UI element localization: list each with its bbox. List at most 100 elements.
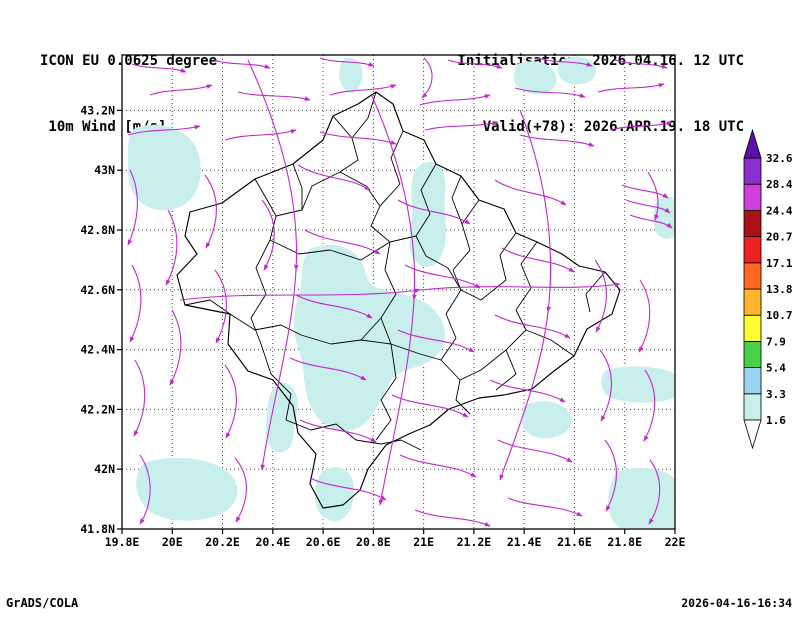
lat-tick-label: 42.6N: [80, 283, 115, 297]
municipality-border: [379, 130, 404, 207]
plot-frame: [121, 54, 676, 530]
colorbar-segment: [743, 209, 762, 237]
shaded-region: [601, 366, 674, 403]
colorbar-label: 24.4: [766, 204, 793, 217]
wind-streamline: [261, 199, 275, 271]
colorbar-label: 7.9: [766, 335, 786, 348]
wind-streamline: [625, 199, 671, 214]
wind-vectors: [127, 57, 673, 527]
wind-streamline: [629, 214, 673, 229]
wind-streamline: [304, 229, 381, 255]
lat-tick-label: 42.8N: [80, 223, 115, 237]
municipality-border: [452, 199, 480, 291]
shaded-region: [294, 244, 445, 431]
wind-streamline: [494, 314, 571, 339]
colorbar-label: 20.7: [766, 231, 793, 244]
wind-streamline: [319, 57, 375, 67]
lon-tick-label: 21.4E: [507, 535, 542, 549]
shaded-region: [522, 401, 572, 439]
municipality-border: [339, 171, 391, 243]
wind-streamline: [609, 121, 673, 131]
lat-tick-label: 42N: [94, 462, 115, 476]
wind-streamline: [507, 497, 583, 517]
wind-streamline: [604, 439, 617, 512]
wind-streamline: [129, 264, 142, 343]
colorbar-segment: [743, 183, 762, 211]
wind-streamline: [371, 95, 417, 506]
wind-streamline: [494, 179, 567, 206]
lat-tick-label: 42.2N: [80, 402, 115, 416]
wind-streamline: [404, 264, 481, 289]
colorbar-label: 32.6: [766, 152, 793, 165]
wind-streamline: [309, 477, 387, 501]
creation-timestamp: 2026-04-16-16:34: [681, 596, 792, 610]
wind-streamline: [237, 91, 311, 101]
wind-streamline: [489, 379, 566, 403]
wind-streamline: [149, 84, 213, 96]
colorbar-bottom-triangle: [743, 419, 762, 450]
wind-streamline: [424, 121, 499, 131]
axis-labels: 19.8E 20E 20.2E 20.4E 20.6E 20.8E 21E 21.2E 21.4…: [80, 103, 685, 549]
grads-credit: GrADS/COLA: [6, 596, 79, 610]
lon-tick-label: 20.6E: [306, 535, 341, 549]
municipality-border: [525, 329, 575, 357]
wind-streamline: [133, 359, 146, 437]
municipality-border: [269, 239, 391, 261]
wind-streamline: [643, 369, 656, 442]
wind-streamline: [397, 329, 475, 353]
lon-tick-label: 22E: [665, 535, 686, 549]
colorbar-label: 10.7: [766, 309, 793, 322]
wind-streamline: [169, 309, 182, 386]
wind-streamline: [537, 57, 593, 67]
colorbar-label: 1.6: [766, 414, 786, 427]
wind-streamline: [514, 87, 586, 98]
wind-streamline: [131, 63, 187, 73]
lat-tick-label: 41.8N: [80, 522, 115, 536]
wind-streamline: [127, 169, 138, 246]
wind-streamline: [647, 171, 660, 221]
lat-tick-label: 42.4N: [80, 343, 115, 357]
municipality-border: [355, 439, 422, 451]
wind-streamline: [213, 59, 271, 69]
lon-tick-label: 20.2E: [205, 535, 240, 549]
wind-streamline: [139, 454, 151, 525]
wind-streamline: [295, 294, 373, 319]
lon-tick-label: 21.2E: [457, 535, 492, 549]
wind-streamline: [329, 84, 397, 96]
colorbar-label: 28.4: [766, 178, 793, 191]
lon-tick-label: 21E: [413, 535, 434, 549]
municipality-border: [300, 334, 392, 345]
municipality-border: [440, 359, 471, 415]
municipality-border: [460, 232, 517, 301]
wind-streamline: [214, 269, 227, 344]
wind-streamline: [414, 509, 491, 527]
wind-streamline: [297, 164, 371, 191]
lon-tick-label: 19.8E: [105, 535, 140, 549]
lon-tick-label: 20.4E: [256, 535, 291, 549]
wind-streamline: [648, 459, 661, 525]
wind-streamline: [497, 439, 573, 463]
colorbar-label: 17.1: [766, 257, 793, 270]
shaded-region: [136, 458, 238, 521]
colorbar-label: 5.4: [766, 362, 786, 375]
wind-streamline: [594, 259, 607, 333]
colorbar-segment: [743, 314, 762, 342]
wind-streamline: [224, 364, 237, 439]
colorbar: 1.6 3.3 5.4 7.9 10.7 13.8 17.1 20.7 24.4 28.4 32.6: [743, 128, 793, 450]
lat-tick-label: 43.2N: [80, 103, 115, 117]
colorbar-segment: [743, 393, 762, 421]
colorbar-segment: [743, 236, 762, 264]
wind-streamline: [319, 131, 397, 145]
lon-tick-label: 21.8E: [607, 535, 642, 549]
shaded-region: [265, 382, 298, 453]
municipality-border: [451, 175, 463, 225]
wind-streamline: [179, 282, 621, 301]
municipality-border: [254, 178, 277, 217]
colorbar-segment: [743, 157, 762, 185]
municipality-border: [415, 163, 437, 257]
municipality-border: [459, 349, 507, 381]
colorbar-segment: [743, 262, 762, 290]
municipality-border: [495, 329, 527, 391]
colorbar-label: 3.3: [766, 388, 786, 401]
